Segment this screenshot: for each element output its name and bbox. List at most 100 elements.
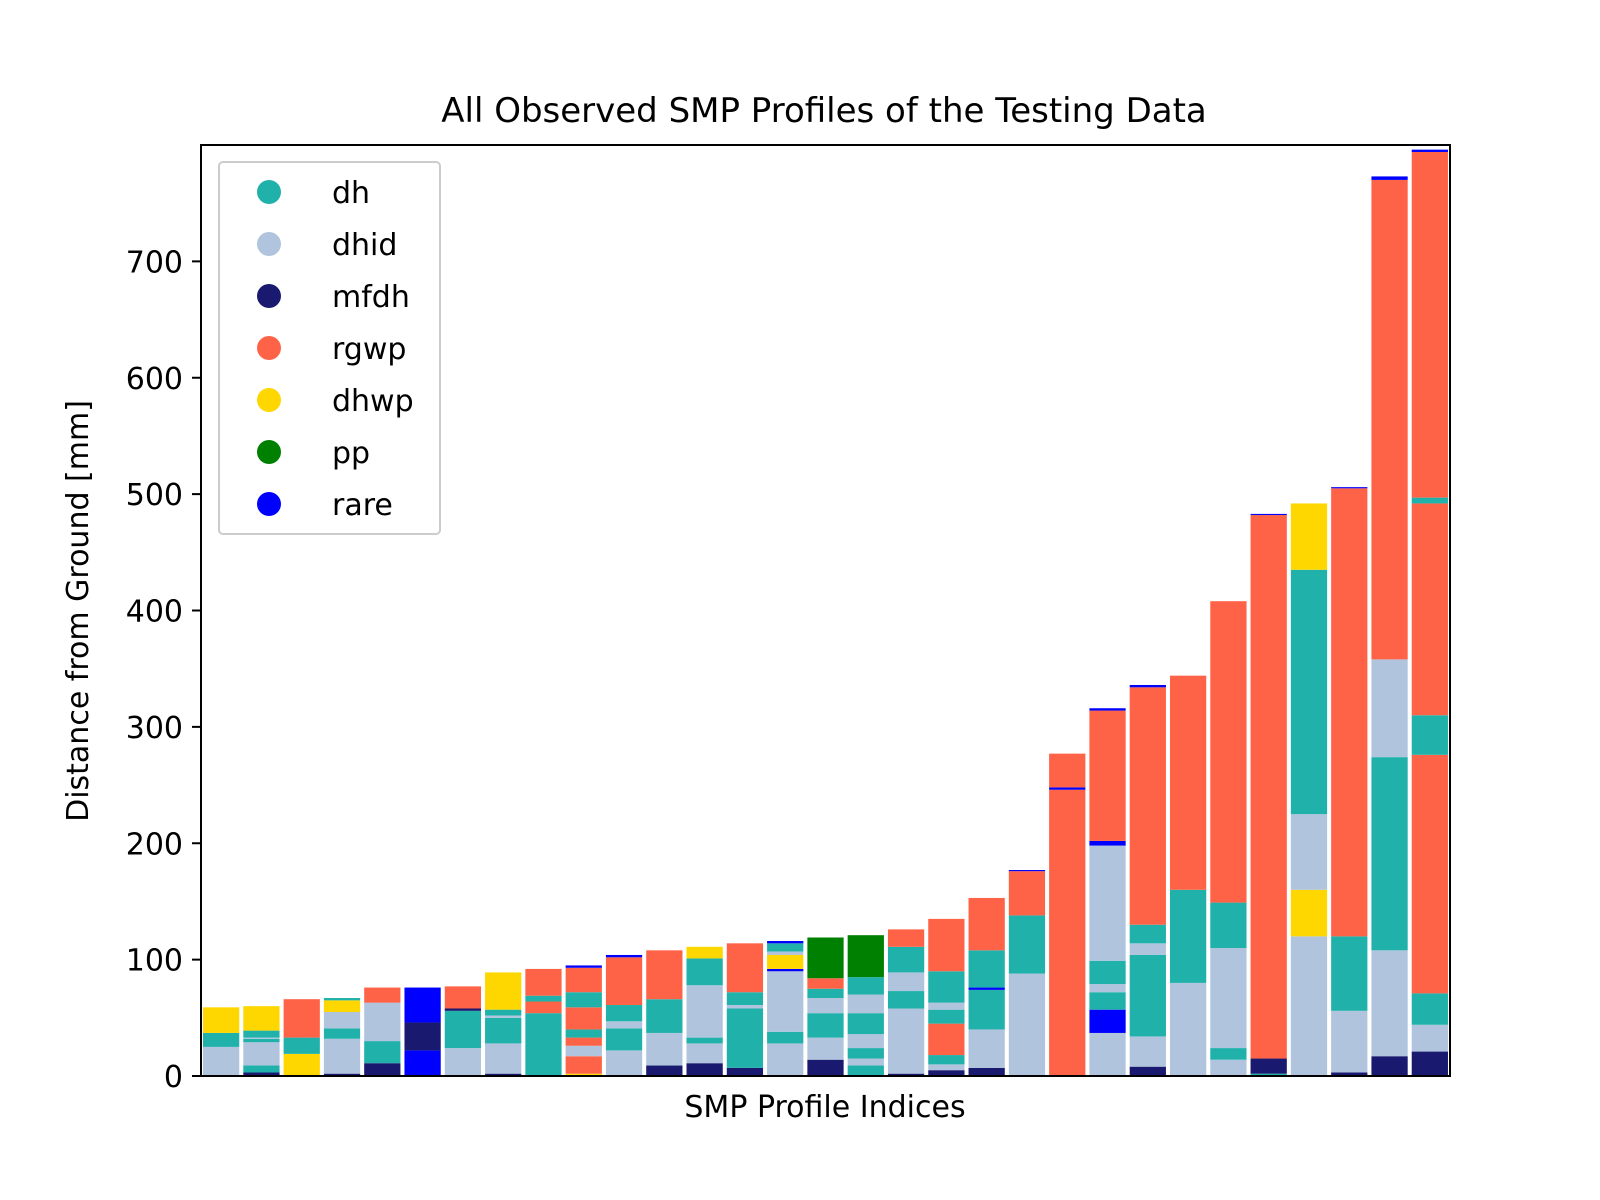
profile-bar — [1169, 675, 1207, 1076]
profile-bar — [887, 929, 925, 1076]
bar-segment-rare — [1129, 684, 1166, 688]
bar-segment-rare — [1008, 870, 1046, 872]
bar-segment-dhid — [847, 1034, 884, 1049]
bar-segment-dh — [968, 950, 1005, 988]
y-tick-label: 600 — [126, 362, 183, 397]
bar-segment-dhwp — [686, 946, 723, 959]
bar-segment-dhid — [1129, 943, 1166, 955]
bar-segment-dhwp — [203, 1007, 240, 1033]
bar-segment-dh — [364, 1041, 401, 1064]
bar-segment-dhid — [1290, 936, 1328, 1076]
legend-marker — [257, 232, 281, 256]
profile-bar — [1089, 708, 1126, 1076]
bar-segment-dhid — [605, 1050, 643, 1076]
y-tick-label: 0 — [164, 1060, 183, 1095]
bar-segment-dhid — [767, 951, 804, 955]
bar-segment-dhid — [847, 1058, 884, 1066]
legend-marker — [257, 440, 281, 464]
bar-segment-rare — [1089, 840, 1126, 846]
legend-marker — [257, 180, 281, 204]
bar-segment-rgwp — [1411, 754, 1448, 994]
bar-segment-dhid — [686, 985, 723, 1038]
bar-segment-dh — [485, 1009, 522, 1016]
bar-segment-rgwp — [726, 943, 764, 993]
profile-bar — [364, 987, 401, 1076]
bar-segment-dh — [686, 1037, 723, 1044]
bar-segment-dh — [726, 992, 764, 1006]
bar-segment-mfdh — [1129, 1066, 1166, 1076]
bar-segment-pp — [847, 935, 884, 978]
bar-segment-dhid — [928, 1002, 965, 1010]
bar-segment-dhid — [565, 1045, 602, 1057]
legend-item-dh: dh — [257, 176, 370, 211]
bar-segment-dhid — [928, 1064, 965, 1071]
bar-segment-dhid — [807, 1037, 844, 1060]
bar-segment-dh — [323, 1028, 361, 1039]
bar-segment-mfdh — [1411, 1051, 1448, 1076]
bar-segment-rgwp — [968, 897, 1005, 951]
profile-bar — [1129, 684, 1166, 1076]
bar-segment-rgwp — [525, 1001, 562, 1014]
bar-segment-mfdh — [243, 1072, 280, 1076]
legend-label: rare — [332, 488, 393, 523]
bar-segment-rgwp — [1331, 488, 1368, 937]
profile-bar — [203, 1007, 240, 1076]
profile-bar — [1049, 753, 1086, 1076]
bar-segment-dhid — [203, 1046, 240, 1076]
bar-segment-mfdh — [686, 1063, 723, 1076]
bar-segment-dhid — [444, 1048, 482, 1076]
bar-segment-rare — [767, 941, 804, 944]
bar-segment-rgwp — [565, 967, 602, 993]
bar-segment-dhwp — [1290, 503, 1328, 570]
bar-segment-mfdh — [646, 1065, 683, 1076]
profile-bar — [404, 987, 441, 1076]
bar-segment-rare — [1089, 1009, 1126, 1033]
bar-segment-mfdh — [968, 1067, 1005, 1076]
profile-bar — [1250, 513, 1287, 1076]
bar-segment-rare — [968, 987, 1005, 990]
bar-segment-rare — [1371, 176, 1408, 180]
bar-segment-pp — [807, 937, 844, 979]
bar-segment-rgwp — [807, 978, 844, 989]
bar-segment-mfdh — [928, 1070, 965, 1076]
profile-bar — [1331, 487, 1368, 1076]
bar-segment-dhwp — [243, 1006, 280, 1031]
y-tick-label: 700 — [126, 245, 183, 280]
bar-segment-dhwp — [323, 1000, 361, 1012]
bar-segment-dhid — [887, 1008, 925, 1074]
bar-segment-dh — [968, 989, 1005, 1030]
bar-segment-mfdh — [364, 1063, 401, 1076]
bar-segment-rare — [767, 968, 804, 972]
bar-segment-dh — [1331, 936, 1368, 1011]
bar-segment-rgwp — [928, 918, 965, 972]
y-tick-label: 300 — [126, 711, 183, 746]
bar-segment-rgwp — [565, 1056, 602, 1074]
legend-item-mfdh: mfdh — [257, 280, 410, 315]
legend-item-rgwp: rgwp — [257, 332, 406, 367]
bar-segment-dhid — [364, 1002, 401, 1042]
profile-bar — [767, 941, 804, 1076]
profile-bar — [243, 1006, 280, 1076]
profile-bar — [1290, 503, 1328, 1076]
bar-segment-rgwp — [565, 1037, 602, 1046]
profile-bar — [1371, 176, 1408, 1076]
bar-segment-dh — [1210, 902, 1247, 948]
bar-segment-dh — [928, 1009, 965, 1024]
bar-segment-rgwp — [565, 1007, 602, 1030]
bars-layer — [203, 149, 1448, 1076]
bar-segment-mfdh — [485, 1073, 522, 1076]
bar-segment-rgwp — [283, 999, 320, 1038]
bar-segment-dh — [243, 1030, 280, 1038]
bar-segment-dhid — [767, 971, 804, 1032]
bar-segment-dh — [1089, 992, 1126, 1010]
bar-segment-dh — [928, 1055, 965, 1065]
legend-marker — [257, 388, 281, 412]
profile-bar — [283, 999, 320, 1076]
bar-segment-dhid — [1331, 1010, 1368, 1073]
bar-segment-dhid — [1210, 1059, 1247, 1076]
bar-segment-mfdh — [807, 1059, 844, 1076]
legend-marker — [257, 336, 281, 360]
profile-bar — [807, 937, 844, 1076]
bar-segment-rgwp — [1411, 503, 1448, 716]
